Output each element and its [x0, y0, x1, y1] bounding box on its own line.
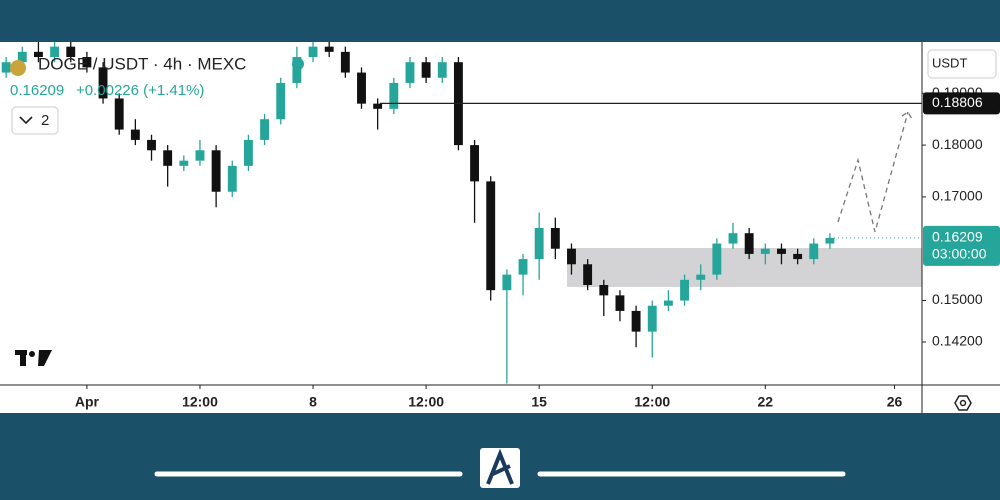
brand-logo — [480, 448, 520, 488]
candle-body — [227, 165, 237, 192]
candle-body — [66, 46, 76, 58]
y-tick-label: 0.15000 — [932, 291, 983, 307]
candle-body — [405, 62, 415, 83]
candle-body — [534, 228, 544, 260]
x-tick-label: 12:00 — [408, 394, 444, 410]
candle-body — [163, 150, 173, 166]
candle-body — [728, 233, 738, 244]
candle-body — [50, 46, 60, 58]
x-tick-label: 12:00 — [634, 394, 670, 410]
candle-body — [340, 51, 350, 73]
status-dot — [292, 58, 304, 70]
candle-body — [583, 264, 593, 286]
candle-body — [793, 253, 803, 260]
candle-body — [486, 181, 496, 291]
candle-body — [760, 248, 770, 254]
candle-body — [470, 145, 480, 182]
last-price-label: 0.16209 — [932, 229, 983, 245]
candle-body — [631, 310, 641, 332]
y-tick-label: 0.18000 — [932, 136, 983, 152]
candle-body — [82, 57, 92, 68]
candle-body — [437, 62, 447, 78]
y-tick-label: 0.14200 — [932, 333, 983, 349]
currency-button[interactable] — [927, 49, 997, 79]
tv-logo — [15, 350, 52, 366]
candle-body — [260, 119, 270, 140]
candle-body — [696, 274, 706, 280]
candle-body — [324, 46, 334, 52]
candle-body — [130, 129, 140, 140]
x-tick-label: 15 — [531, 394, 547, 410]
top-bar — [0, 0, 1000, 42]
candle-body — [825, 237, 835, 244]
candle-body — [357, 72, 366, 104]
candle-body — [615, 295, 625, 311]
candle-body — [1, 62, 11, 73]
candle-body — [518, 259, 528, 275]
candle-body — [114, 98, 124, 130]
candle-body — [243, 139, 253, 166]
chevron — [19, 116, 33, 125]
coin-icon — [10, 60, 26, 76]
candle-body — [98, 67, 108, 99]
candle-body — [680, 279, 689, 301]
currency: USDT — [932, 55, 967, 70]
candle-body — [308, 46, 318, 58]
countdown: 03:00:00 — [932, 246, 987, 262]
hline-label-box — [923, 92, 1000, 115]
candle-body — [550, 228, 560, 249]
candle-body — [502, 274, 512, 291]
candle-body — [744, 233, 754, 254]
candle-body — [712, 243, 722, 275]
candle-body — [147, 139, 156, 151]
candle-body — [276, 82, 286, 120]
candle-body — [389, 82, 399, 109]
x-tick-label: 26 — [887, 394, 903, 410]
x-tick-label: Apr — [75, 394, 100, 410]
hline-label: 0.18806 — [932, 94, 983, 110]
indicator-count: 2 — [41, 112, 49, 129]
x-tick-label: 22 — [758, 394, 774, 410]
candle-body — [179, 160, 189, 166]
candle-body — [17, 51, 27, 63]
legend-change: +0.00226 (+1.41%) — [76, 82, 204, 99]
legend-price: 0.16209 — [10, 82, 64, 99]
symbol-title: DOGE / USDT · 4h · MEXC — [38, 54, 246, 73]
candle-body — [599, 285, 609, 296]
candle-body — [373, 103, 383, 109]
candle-body — [421, 62, 431, 78]
candle-body — [292, 57, 302, 83]
plot — [1, 42, 835, 384]
candle-body — [567, 248, 576, 265]
x-tick-label: 12:00 — [182, 394, 218, 410]
candle-body — [211, 150, 221, 192]
candle-body — [195, 150, 205, 161]
x-tick-label: 8 — [309, 394, 317, 410]
settings-icon[interactable] — [954, 395, 972, 411]
zone — [567, 248, 922, 287]
candle-body — [809, 243, 819, 260]
candle-body — [647, 305, 657, 332]
forecast-path — [837, 111, 913, 233]
indicator-toggle[interactable] — [11, 106, 59, 135]
last-price-box — [923, 225, 1000, 266]
y-tick-label: 0.17000 — [932, 188, 983, 204]
candle-body — [34, 51, 43, 58]
candle-body — [663, 300, 673, 306]
candle-body — [777, 248, 786, 254]
